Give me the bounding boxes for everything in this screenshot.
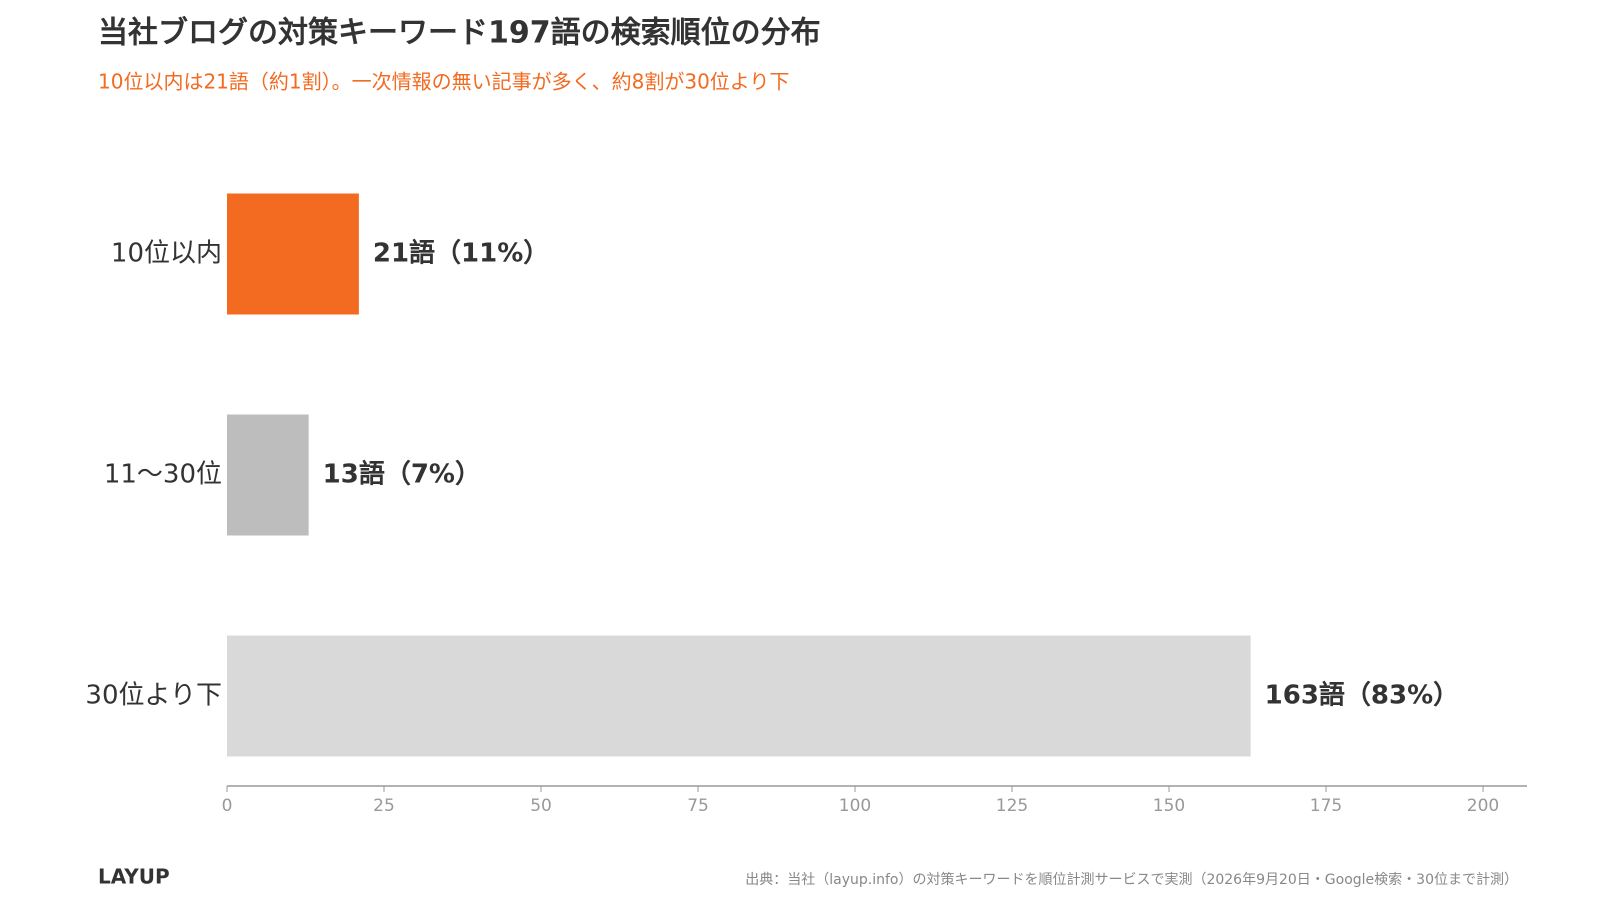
x-tick-label: 0 [222,796,233,816]
chart-subtitle: 10位以内は21語（約1割）。一次情報の無い記事が多く、約8割が30位より下 [98,70,789,94]
data-label: 21語（11%） [373,238,549,269]
x-tick-label: 150 [1153,796,1185,816]
bar [227,193,359,315]
x-tick-label: 75 [687,796,709,816]
source-note: 出典：当社（layup.info）の対策キーワードを順位計測サービスで実測（20… [745,871,1518,888]
brand: LAYUP [98,865,170,889]
data-label: 163語（83%） [1265,680,1460,711]
x-tick-label: 25 [373,796,395,816]
x-tick-label: 175 [1310,796,1342,816]
y-tick-label: 30位より下 [85,681,222,711]
x-tick-label: 50 [530,796,552,816]
x-tick-label: 125 [996,796,1028,816]
y-tick-label: 10位以内 [111,239,222,269]
bar [227,414,309,536]
x-tick-label: 200 [1467,796,1499,816]
data-label: 13語（7%） [323,459,481,490]
x-tick-label: 100 [839,796,871,816]
y-tick-label: 11〜30位 [104,460,222,490]
chart-title: 当社ブログの対策キーワード197語の検索順位の分布 [98,16,821,51]
bar [227,635,1251,757]
